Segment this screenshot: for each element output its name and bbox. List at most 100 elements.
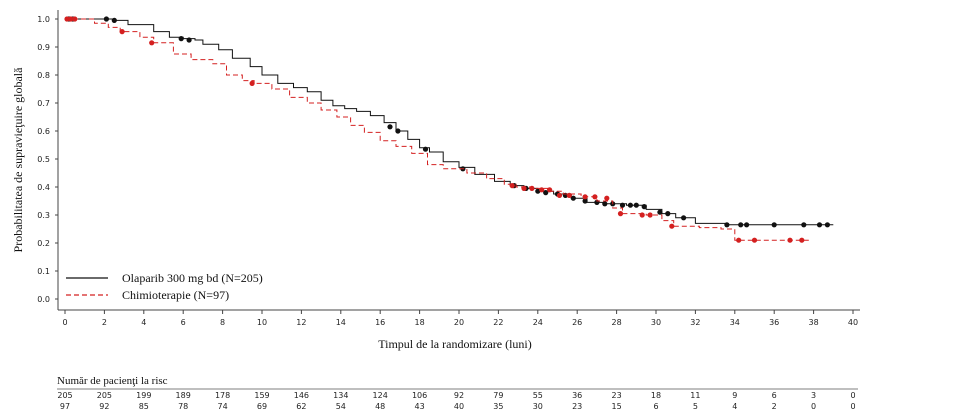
risk-count: 2 (772, 402, 777, 411)
risk-table: 205 205 199 189 178 159 146 134 124 106 92 79 55 36 23… (57, 391, 855, 411)
censor-mark-olaparib (602, 201, 608, 207)
risk-count: 23 (572, 402, 582, 411)
censor-mark-chimioterapie (566, 192, 572, 198)
censor-mark-olaparib (738, 222, 744, 228)
censor-mark-chimioterapie (509, 183, 515, 189)
risk-count: 40 (454, 402, 464, 411)
risk-count: 43 (415, 402, 425, 411)
risk-count: 48 (375, 402, 385, 411)
legend: Olaparib 300 mg bd (N=205) Chimioterapie… (66, 271, 263, 302)
risk-count: 74 (218, 402, 228, 411)
risk-count: 97 (60, 402, 70, 411)
x-tick-label: 4 (141, 318, 146, 327)
censor-mark-chimioterapie (751, 237, 758, 243)
risk-count: 69 (257, 402, 267, 411)
risk-table-title: Număr de pacienţi la risc (57, 375, 168, 387)
risk-count: 189 (176, 391, 191, 400)
censor-mark-olaparib (633, 202, 639, 208)
censor-mark-olaparib (665, 211, 671, 217)
x-tick-label: 0 (62, 318, 67, 327)
risk-count: 0 (850, 391, 855, 400)
x-tick-label: 20 (454, 318, 464, 327)
risk-count: 11 (690, 391, 700, 400)
censor-mark-chimioterapie (604, 195, 610, 201)
risk-count: 92 (99, 402, 109, 411)
risk-count: 18 (651, 391, 661, 400)
censor-mark-olaparib (641, 204, 647, 210)
risk-count: 30 (533, 402, 543, 411)
risk-count: 78 (178, 402, 188, 411)
censor-mark-olaparib (186, 37, 192, 43)
censor-mark-olaparib (387, 124, 393, 130)
censor-mark-olaparib (570, 195, 576, 201)
risk-count: 6 (772, 391, 777, 400)
x-tick-label: 28 (612, 318, 622, 327)
risk-count: 62 (296, 402, 306, 411)
risk-count: 205 (97, 391, 112, 400)
x-tick-label: 36 (769, 318, 779, 327)
risk-count: 9 (732, 391, 737, 400)
risk-count: 199 (136, 391, 151, 400)
x-tick-label: 2 (102, 318, 107, 327)
censor-mark-olaparib (543, 190, 549, 196)
censor-mark-chimioterapie (639, 212, 645, 218)
risk-count: 15 (612, 402, 622, 411)
censor-mark-olaparib (816, 222, 823, 228)
y-tick-label: 1.0 (37, 15, 50, 24)
y-tick-label: 0.6 (37, 127, 50, 136)
censor-mark-chimioterapie (249, 80, 255, 86)
x-tick-label: 16 (375, 318, 385, 327)
censor-mark-chimioterapie (647, 212, 653, 218)
y-tick-label: 0.0 (37, 295, 50, 304)
y-tick-label: 0.2 (37, 239, 50, 248)
x-tick-label: 30 (651, 318, 661, 327)
censor-mark-olaparib (627, 202, 634, 208)
x-tick-label: 34 (730, 318, 740, 327)
risk-count: 0 (850, 402, 855, 411)
x-tick-label: 32 (690, 318, 700, 327)
censor-mark-chimioterapie (736, 237, 742, 243)
censor-mark-olaparib (422, 146, 429, 152)
risk-count: 205 (57, 391, 72, 400)
y-tick-label: 0.3 (37, 211, 50, 220)
censor-mark-olaparib (824, 222, 831, 228)
series-line-olaparib (65, 18, 834, 226)
risk-count: 178 (215, 391, 230, 400)
x-axis-title: Timpul de la randomizare (luni) (378, 337, 532, 351)
y-tick-label: 0.4 (37, 183, 50, 192)
censor-mark-chimioterapie (669, 223, 675, 229)
x-tick-label: 8 (220, 318, 225, 327)
risk-count: 0 (811, 402, 816, 411)
y-tick-label: 0.9 (37, 43, 50, 52)
y-axis-ticks: 0.0 0.1 0.2 0.3 0.4 0.5 0.6 0.7 0.8 0.9 1.0 (37, 15, 58, 304)
censor-mark-olaparib (771, 222, 777, 228)
censor-mark-chimioterapie (539, 187, 545, 193)
censor-mark-olaparib (178, 36, 184, 42)
censor-mark-olaparib (111, 17, 117, 23)
y-tick-label: 0.7 (37, 99, 50, 108)
censor-mark-olaparib (535, 188, 541, 194)
risk-count: 35 (493, 402, 503, 411)
censor-mark-chimioterapie (547, 187, 553, 193)
risk-count: 4 (732, 402, 737, 411)
x-axis-ticks: 0 2 4 6 8 10 12 14 16 18 20 22 24 26 28 30 32 34 36 38 40 (62, 310, 858, 327)
risk-count: 55 (533, 391, 543, 400)
risk-count: 106 (412, 391, 427, 400)
censor-mark-olaparib (681, 215, 687, 221)
x-tick-label: 18 (415, 318, 425, 327)
risk-count: 92 (454, 391, 464, 400)
risk-count: 134 (333, 391, 348, 400)
series-line-chimioterapie (65, 18, 810, 241)
censor-mark-olaparib (582, 198, 588, 204)
risk-count: 85 (139, 402, 149, 411)
censor-mark-olaparib (395, 128, 401, 134)
legend-label-olaparib: Olaparib 300 mg bd (N=205) (122, 271, 263, 285)
censor-mark-chimioterapie (72, 16, 78, 22)
censor-mark-olaparib (103, 16, 109, 22)
censor-mark-chimioterapie (799, 237, 805, 243)
x-tick-label: 10 (257, 318, 267, 327)
censor-mark-chimioterapie (529, 185, 535, 191)
risk-count: 3 (811, 391, 816, 400)
plot-frame (57, 10, 860, 311)
